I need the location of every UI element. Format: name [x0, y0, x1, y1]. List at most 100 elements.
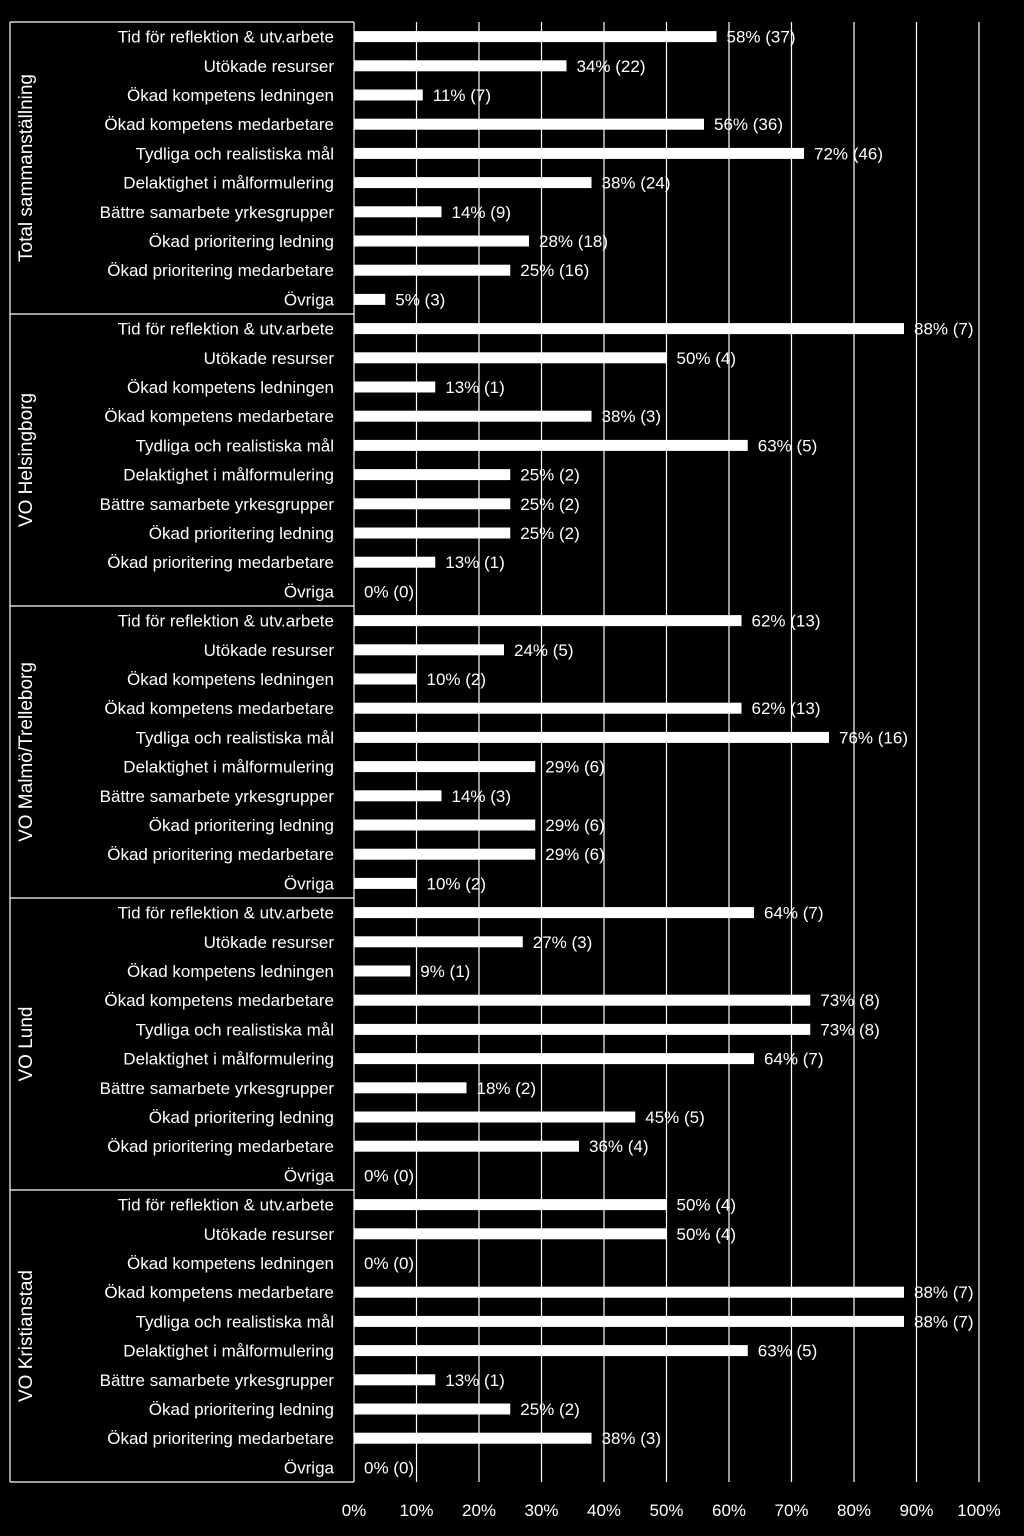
bar	[354, 731, 829, 743]
x-tick-label: 80%	[837, 1501, 871, 1520]
bar	[354, 1053, 754, 1065]
bar	[354, 89, 423, 101]
data-label: 18% (2)	[477, 1079, 537, 1098]
group-label: VO Lund	[16, 1007, 37, 1082]
x-tick-label: 40%	[587, 1501, 621, 1520]
bar	[354, 498, 511, 510]
bar	[354, 702, 742, 714]
x-tick-label: 0%	[342, 1501, 367, 1520]
data-label: 14% (9)	[452, 203, 512, 222]
data-label: 5% (3)	[395, 290, 445, 309]
category-label: Delaktighet i målformulering	[123, 758, 334, 777]
x-tick-label: 50%	[649, 1501, 683, 1520]
bar	[354, 877, 417, 889]
data-label: 45% (5)	[645, 1108, 705, 1127]
bar	[354, 1140, 579, 1152]
category-label: Bättre samarbete yrkesgrupper	[100, 787, 335, 806]
data-label: 58% (37)	[727, 28, 796, 47]
data-label: 25% (16)	[520, 261, 589, 280]
category-label: Ökad kompetens ledningen	[127, 1254, 334, 1273]
category-label: Tid för reflektion & utv.arbete	[118, 904, 334, 923]
bar	[354, 323, 904, 335]
data-label: 76% (16)	[839, 728, 908, 747]
data-label: 0% (0)	[364, 1458, 414, 1477]
data-label: 25% (2)	[520, 524, 580, 543]
bar	[354, 31, 717, 43]
bar	[354, 848, 536, 860]
bar	[354, 118, 704, 130]
category-label: Utökade resurser	[204, 933, 335, 952]
bar	[354, 556, 436, 568]
bar	[354, 936, 523, 948]
data-label: 0% (0)	[364, 1254, 414, 1273]
data-label: 25% (2)	[520, 495, 580, 514]
data-label: 29% (6)	[545, 845, 605, 864]
category-label: Ökad prioritering medarbetare	[107, 845, 334, 864]
data-label: 50% (4)	[677, 1225, 737, 1244]
bar	[354, 994, 811, 1006]
bar	[354, 644, 504, 656]
bar	[354, 615, 742, 627]
data-label: 63% (5)	[758, 436, 818, 455]
bar	[354, 1432, 592, 1444]
category-label: Ökad kompetens medarbetare	[104, 991, 334, 1010]
category-label: Ökad prioritering ledning	[149, 1400, 334, 1419]
category-label: Bättre samarbete yrkesgrupper	[100, 203, 335, 222]
data-label: 63% (5)	[758, 1342, 818, 1361]
data-label: 38% (3)	[602, 407, 662, 426]
bar	[354, 673, 417, 685]
data-label: 34% (22)	[577, 57, 646, 76]
bar	[354, 352, 667, 364]
category-label: Ökad kompetens medarbetare	[104, 1283, 334, 1302]
category-label: Tydliga och realistiska mål	[136, 728, 334, 747]
data-label: 73% (8)	[820, 1020, 880, 1039]
category-label: Övriga	[284, 1166, 335, 1185]
data-label: 73% (8)	[820, 991, 880, 1010]
category-label: Bättre samarbete yrkesgrupper	[100, 495, 335, 514]
bar	[354, 60, 567, 72]
data-label: 0% (0)	[364, 1166, 414, 1185]
data-label: 0% (0)	[364, 582, 414, 601]
bar	[354, 1023, 811, 1035]
bar	[354, 1082, 467, 1094]
data-label: 36% (4)	[589, 1137, 649, 1156]
bar	[354, 410, 592, 422]
bar	[354, 381, 436, 393]
category-label: Ökad kompetens medarbetare	[104, 407, 334, 426]
bar	[354, 819, 536, 831]
data-label: 13% (1)	[445, 1371, 505, 1390]
category-label: Ökad prioritering ledning	[149, 816, 334, 835]
labels: 0% 10% 20% 30% 40% 50% 60% 70% 80% 90% 100% Total s…	[16, 28, 1001, 1520]
x-tick-label: 10%	[399, 1501, 433, 1520]
x-tick-label: 70%	[774, 1501, 808, 1520]
data-label: 14% (3)	[452, 787, 512, 806]
data-label: 62% (13)	[752, 612, 821, 631]
category-label: Tydliga och realistiska mål	[136, 1020, 334, 1039]
bar	[354, 907, 754, 919]
bar	[354, 147, 804, 159]
data-label: 38% (24)	[602, 174, 671, 193]
category-label: Ökad prioritering medarbetare	[107, 1429, 334, 1448]
category-label: Delaktighet i målformulering	[123, 174, 334, 193]
data-label: 28% (18)	[539, 232, 608, 251]
group-label: Total sammanställning	[16, 74, 37, 262]
data-label: 88% (7)	[914, 320, 974, 339]
data-label: 38% (3)	[602, 1429, 662, 1448]
data-label: 29% (6)	[545, 758, 605, 777]
category-label: Ökad prioritering medarbetare	[107, 553, 334, 572]
category-label: Utökade resurser	[204, 57, 335, 76]
category-label: Tydliga och realistiska mål	[136, 436, 334, 455]
data-label: 72% (46)	[814, 144, 883, 163]
category-label: Ökad prioritering ledning	[149, 1108, 334, 1127]
grid-lines	[415, 22, 980, 1482]
category-label: Ökad prioritering medarbetare	[107, 1137, 334, 1156]
bar	[354, 1315, 904, 1327]
category-label: Ökad prioritering medarbetare	[107, 261, 334, 280]
data-label: 10% (2)	[427, 670, 487, 689]
category-label: Ökad prioritering ledning	[149, 524, 334, 543]
data-label: 50% (4)	[677, 349, 737, 368]
data-label: 10% (2)	[427, 874, 487, 893]
category-label: Tydliga och realistiska mål	[136, 144, 334, 163]
category-label: Delaktighet i målformulering	[123, 1050, 334, 1069]
category-label: Tid för reflektion & utv.arbete	[118, 1196, 334, 1215]
